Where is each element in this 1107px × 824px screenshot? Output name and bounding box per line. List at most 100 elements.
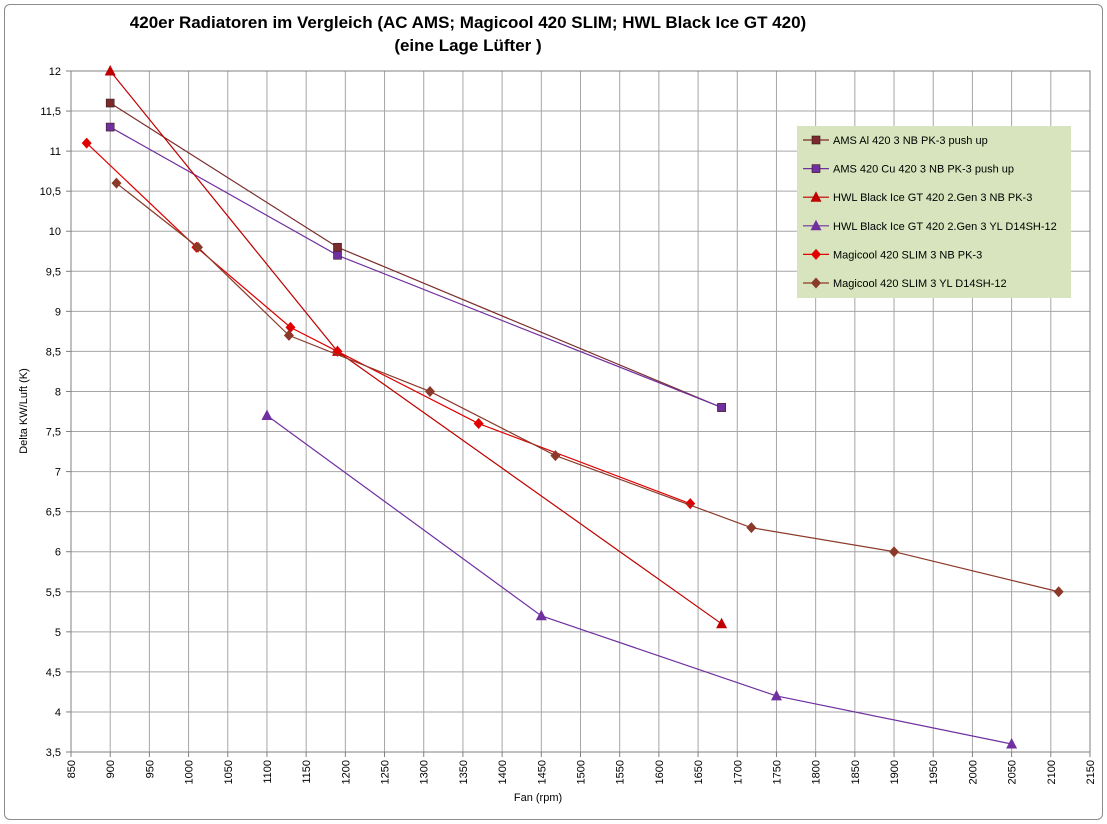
data-point bbox=[473, 418, 484, 430]
legend-item: Magicool 420 SLIM 3 NB PK-3 bbox=[803, 248, 982, 261]
data-point bbox=[333, 250, 342, 260]
x-tick-label: 1450 bbox=[536, 760, 548, 784]
y-tick-label: 10 bbox=[49, 226, 61, 238]
data-point bbox=[716, 617, 728, 629]
x-tick-label: 950 bbox=[144, 760, 156, 778]
data-point bbox=[889, 546, 900, 558]
legend-label: AMS 420 Cu 420 3 NB PK-3 push up bbox=[833, 164, 1014, 176]
series-group bbox=[81, 65, 1064, 749]
data-point bbox=[192, 241, 203, 253]
data-point bbox=[283, 329, 294, 341]
x-tick-label: 2150 bbox=[1085, 760, 1097, 784]
x-tick-labels: 850 900 950 1000 1050 1100 1150 1200 1250 1300 135… bbox=[66, 760, 1097, 784]
legend-label: Magicool 420 SLIM 3 NB PK-3 bbox=[833, 249, 982, 261]
legend-item: HWL Black Ice GT 420 2.Gen 3 YL D14SH-12 bbox=[803, 219, 1057, 233]
legend-item: Magicool 420 SLIM 3 YL D14SH-12 bbox=[803, 277, 1007, 290]
series-line bbox=[266, 415, 1012, 745]
y-tick-label: 12 bbox=[49, 66, 61, 78]
x-tick-label: 850 bbox=[66, 760, 78, 778]
x-tick-label: 1000 bbox=[184, 760, 196, 784]
x-tick-label: 1200 bbox=[340, 760, 352, 784]
legend-marker bbox=[810, 191, 822, 202]
legend-marker bbox=[810, 219, 822, 231]
series-line bbox=[109, 70, 722, 625]
x-tick-label: 1750 bbox=[771, 760, 783, 784]
data-point bbox=[1053, 586, 1064, 598]
series-line bbox=[116, 182, 1059, 593]
y-tick-label: 9,5 bbox=[46, 266, 61, 278]
y-tick-label: 6 bbox=[55, 547, 61, 559]
grid bbox=[66, 70, 1091, 757]
x-tick-label: 900 bbox=[105, 760, 117, 778]
y-tick-label: 11,5 bbox=[40, 106, 61, 118]
x-tick-label: 1600 bbox=[654, 760, 666, 784]
x-axis-label: Fan (rpm) bbox=[514, 792, 562, 804]
y-tick-label: 3,5 bbox=[46, 747, 61, 759]
data-point bbox=[105, 122, 115, 132]
legend-label: AMS Al 420 3 NB PK-3 push up bbox=[833, 135, 988, 147]
y-tick-label: 7,5 bbox=[46, 427, 61, 439]
data-point bbox=[1006, 737, 1018, 749]
data-point bbox=[550, 450, 561, 462]
series-line bbox=[109, 102, 722, 409]
chart-title-group: 420er Radiatoren im Vergleich (AC AMS; M… bbox=[130, 13, 806, 55]
y-tick-label: 5,5 bbox=[46, 587, 61, 599]
data-point bbox=[81, 137, 92, 149]
x-tick-label: 1850 bbox=[850, 760, 862, 784]
y-tick-label: 6,5 bbox=[46, 507, 61, 519]
y-tick-label: 7 bbox=[55, 467, 61, 479]
data-point bbox=[717, 403, 726, 412]
data-point bbox=[285, 321, 296, 333]
y-tick-labels: 3,5 4 4,5 5 5,5 6 6,5 7 7,5 8 8,5 9 9,5 10 10,5 11 11,5 1… bbox=[40, 66, 61, 759]
y-tick-label: 10,5 bbox=[40, 186, 61, 198]
y-tick-label: 4,5 bbox=[46, 667, 61, 679]
legend-item: AMS Al 420 3 NB PK-3 push up bbox=[803, 135, 988, 147]
data-point bbox=[535, 609, 547, 621]
x-tick-label: 1800 bbox=[811, 760, 823, 784]
data-point bbox=[111, 177, 122, 189]
legend-label: HWL Black Ice GT 420 2.Gen 3 YL D14SH-12 bbox=[833, 221, 1057, 233]
legend-marker bbox=[811, 248, 821, 260]
data-point bbox=[333, 242, 342, 252]
x-tick-label: 2050 bbox=[1007, 760, 1019, 784]
legend-label: Magicool 420 SLIM 3 YL D14SH-12 bbox=[833, 278, 1007, 290]
legend-item: HWL Black Ice GT 420 2.Gen 3 NB PK-3 bbox=[803, 191, 1032, 204]
x-tick-label: 2000 bbox=[967, 760, 979, 784]
legend: AMS Al 420 3 NB PK-3 push up AMS 420 Cu 4… bbox=[797, 126, 1071, 298]
x-tick-label: 1700 bbox=[732, 760, 744, 784]
y-tick-label: 9 bbox=[55, 306, 61, 318]
x-tick-label: 1300 bbox=[419, 760, 431, 784]
x-tick-label: 1900 bbox=[889, 760, 901, 784]
x-tick-label: 1950 bbox=[928, 760, 940, 784]
x-tick-label: 2100 bbox=[1046, 760, 1058, 784]
y-tick-label: 11 bbox=[50, 146, 61, 158]
legend-item: AMS 420 Cu 420 3 NB PK-3 push up bbox=[803, 164, 1014, 176]
x-tick-label: 1550 bbox=[615, 760, 627, 784]
data-point bbox=[104, 65, 116, 76]
y-axis-label: Delta KW/Luft (K) bbox=[18, 368, 30, 454]
y-tick-label: 5 bbox=[55, 627, 61, 639]
series-6 bbox=[111, 177, 1064, 598]
series-5 bbox=[81, 137, 696, 510]
data-point bbox=[770, 689, 782, 701]
series-1 bbox=[105, 98, 726, 412]
data-point bbox=[261, 409, 273, 421]
series-2 bbox=[105, 122, 726, 412]
x-tick-label: 1050 bbox=[223, 760, 235, 784]
x-tick-label: 1400 bbox=[497, 760, 509, 784]
data-point bbox=[746, 522, 757, 534]
series-line bbox=[109, 126, 722, 409]
x-tick-label: 1500 bbox=[576, 760, 588, 784]
x-tick-label: 1650 bbox=[693, 760, 705, 784]
x-tick-label: 1350 bbox=[458, 760, 470, 784]
series-3 bbox=[104, 65, 728, 629]
y-tick-label: 4 bbox=[55, 707, 61, 719]
legend-marker bbox=[811, 277, 821, 289]
data-point bbox=[425, 385, 436, 397]
x-tick-label: 1100 bbox=[262, 760, 274, 784]
series-4 bbox=[261, 409, 1018, 749]
y-tick-label: 8 bbox=[55, 386, 61, 398]
legend-label: HWL Black Ice GT 420 2.Gen 3 NB PK-3 bbox=[833, 192, 1032, 204]
legend-marker bbox=[811, 135, 821, 145]
